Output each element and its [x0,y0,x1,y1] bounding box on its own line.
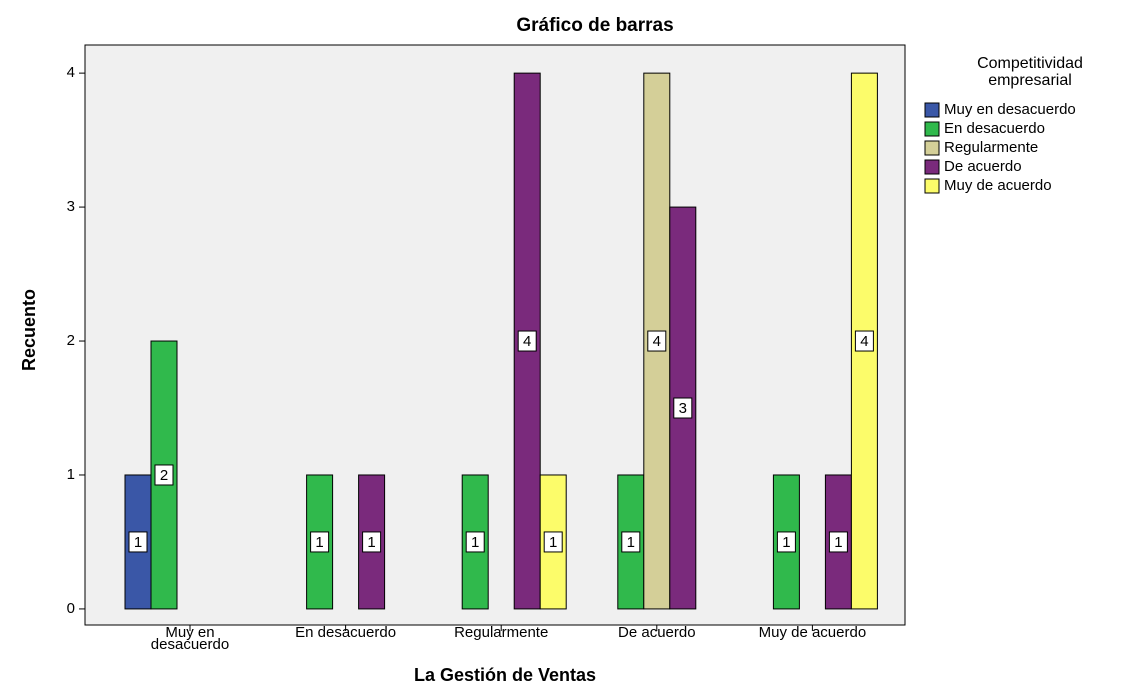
data-label: 4 [653,333,661,350]
legend-label: Muy en desacuerdo [944,101,1076,118]
data-label: 1 [834,534,842,551]
data-label: 1 [471,534,479,551]
legend-label: Muy de acuerdo [944,177,1052,194]
x-axis-title: La Gestión de Ventas [414,665,596,685]
data-label-box [828,531,848,553]
data-label-box [362,531,382,553]
y-tick-label: 0 [67,600,75,617]
data-label-box [543,531,563,553]
data-label: 2 [160,467,168,484]
data-label-box [621,531,641,553]
y-tick-label: 4 [67,64,75,81]
x-tick-label: De acuerdo [618,624,696,641]
y-tick-label: 2 [67,332,75,349]
data-label: 4 [860,333,868,350]
data-label: 1 [134,534,142,551]
legend-swatch [924,159,940,175]
y-tick-label: 1 [67,466,75,483]
data-label: 1 [549,534,557,551]
y-tick-label: 3 [67,198,75,215]
legend-swatch [924,102,940,118]
data-label: 1 [627,534,635,551]
data-label: 1 [315,534,323,551]
data-label-box [465,531,485,553]
legend-title: Competitividad empresarial [977,55,1083,89]
x-tick-label: Muy de acuerdo [759,624,867,641]
legend-label: Regularmente [944,139,1038,156]
x-tick-label: En desacuerdo [295,624,396,641]
data-label-box [154,464,174,486]
data-label-box [776,531,796,553]
data-label: 4 [523,333,531,350]
legend-swatch [924,121,940,137]
data-label-box [517,330,537,352]
legend-swatch [924,140,940,156]
legend-label: En desacuerdo [944,120,1045,137]
data-label-box [647,330,667,352]
x-tick-label: Regularmente [454,624,548,641]
data-label-box [128,531,148,553]
data-label: 1 [782,534,790,551]
data-label: 3 [679,400,687,417]
x-tick-label: Muy en desacuerdo [151,624,229,653]
chart-title: Gráfico de barras [516,15,673,36]
data-label-box [673,397,693,419]
y-axis-title: Recuento [19,289,39,371]
data-label-box [310,531,330,553]
data-label: 1 [367,534,375,551]
plot-area [84,44,906,626]
legend-swatch [924,178,940,194]
legend-label: De acuerdo [944,158,1022,175]
data-label-box [854,330,874,352]
